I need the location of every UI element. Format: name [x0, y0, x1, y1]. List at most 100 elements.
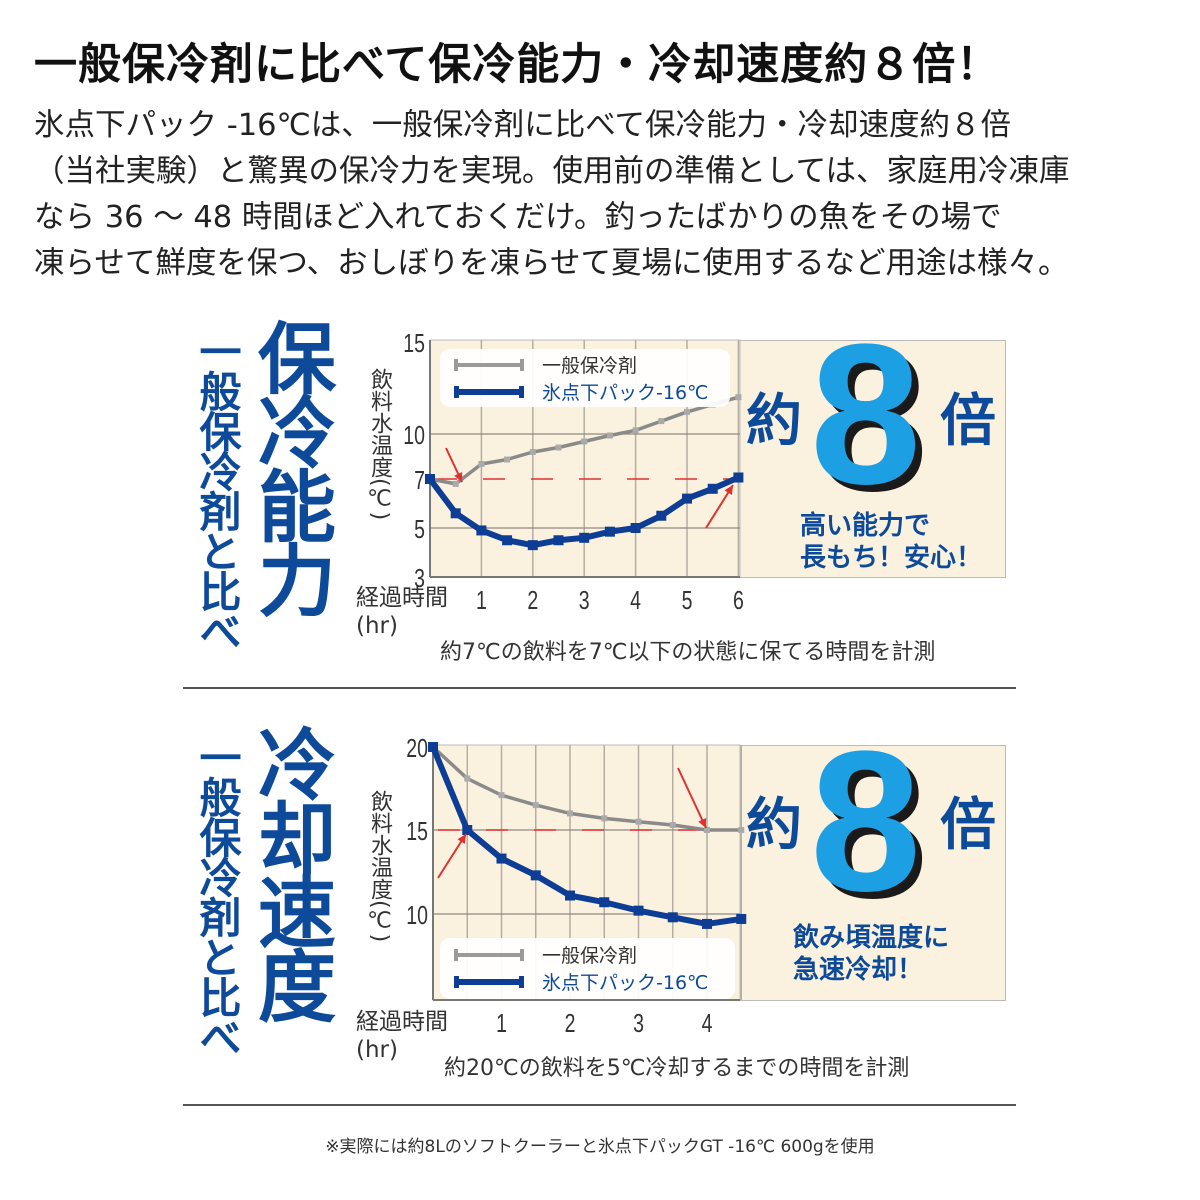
series-general-point: [529, 449, 536, 455]
series-icepack-point: [633, 905, 644, 916]
y-axis-label: 飲料水温度(℃): [367, 368, 392, 521]
badge-suffix: 倍: [940, 389, 996, 454]
series-icepack-line: [430, 745, 742, 927]
y-tick-label: 3: [414, 563, 425, 592]
x-axis-label: 経過時間 (hr): [356, 1008, 448, 1064]
x-axis-label-text: 経過時間: [356, 585, 448, 611]
legend-swatch-gray: [454, 948, 524, 961]
series-icepack-point: [476, 525, 487, 536]
series-icepack-point: [462, 825, 473, 835]
section-title: 冷却速度: [245, 724, 335, 1020]
badge-caption: 高い能力で 長もち！安心！: [800, 510, 982, 574]
description-line: 氷点下パック -16℃は、一般保冷剤に比べて保冷能力・冷却速度約８倍: [34, 108, 1012, 143]
series-icepack-point: [428, 742, 438, 752]
x-tick-label: 3: [633, 1008, 644, 1037]
chart-caption: 約7℃の飲料を7℃以下の状態に保てる時間を計測: [440, 640, 936, 665]
section-title: 保冷能力: [245, 318, 335, 614]
series-icepack-point: [682, 493, 692, 504]
series-general-point: [504, 456, 511, 463]
series-icepack-point: [733, 472, 744, 483]
series-icepack-point: [553, 535, 564, 546]
series-general-point: [464, 775, 471, 782]
x-axis-unit: (hr): [356, 613, 398, 639]
series-general-point: [606, 432, 613, 439]
y-tick-label: 5: [414, 514, 425, 543]
footnote: ※実際には約8Lのソフトクーラーと氷点下パックGT -16℃ 600gを使用: [325, 1137, 875, 1157]
series-icepack-point: [527, 540, 538, 551]
series-general-line: [431, 745, 742, 832]
red-arrow-icon: [677, 767, 707, 829]
badge-caption-line: 長もち！安心！: [800, 543, 983, 573]
legend-label: 一般保冷剤: [542, 945, 638, 967]
chart-legend: 一般保冷剤 氷点下パック-16℃: [440, 938, 735, 999]
legend-label: 一般保冷剤: [542, 355, 638, 377]
legend-label: 氷点下パック-16℃: [542, 972, 709, 994]
series-general-point: [632, 427, 639, 434]
series-icepack-point: [656, 510, 667, 521]
series-icepack-point: [496, 853, 507, 864]
x-axis-unit: (hr): [356, 1037, 398, 1063]
ratio-badge-panel: [738, 745, 1006, 1001]
series-general-point: [704, 827, 710, 833]
red-arrowhead-icon: [457, 834, 466, 844]
x-tick-label: 1: [496, 1008, 507, 1037]
badge-prefix: 約: [746, 389, 802, 454]
series-icepack-point: [502, 535, 513, 546]
series-general-point: [684, 408, 690, 415]
section-subtitle: 一般保冷剤と比べ: [193, 736, 242, 1056]
series-general-point: [601, 815, 608, 822]
badge-number: 8: [810, 303, 922, 526]
series-general-point: [658, 418, 665, 425]
series-icepack-point: [667, 912, 678, 923]
series-general-point: [532, 802, 539, 809]
y-tick-label: 15: [403, 328, 425, 357]
badge-prefix: 約: [746, 793, 802, 858]
description-line: なら 36 ～ 48 時間ほど入れておくだけ。釣ったばかりの魚をその場で: [34, 200, 1002, 235]
legend-swatch-blue: [454, 385, 524, 398]
series-general-point: [635, 818, 642, 825]
red-arrowhead-icon: [698, 818, 707, 828]
series-general-point: [555, 444, 562, 451]
x-tick-label: 4: [702, 1008, 713, 1037]
chart-caption: 約20℃の飲料を5℃冷却するまでの時間を計測: [444, 1056, 910, 1081]
series-general-point: [498, 792, 505, 799]
y-tick-label: 15: [406, 816, 428, 845]
x-tick-label: 6: [733, 585, 744, 614]
x-tick-label: 3: [579, 585, 590, 614]
series-icepack-point: [702, 918, 712, 929]
series-icepack-point: [736, 913, 747, 924]
series-icepack-point: [599, 897, 610, 908]
series-general-point: [735, 394, 742, 401]
series-general-point: [581, 438, 588, 445]
badge-caption-line: 高い能力で: [800, 511, 931, 541]
series-icepack-point: [530, 870, 541, 881]
red-arrowhead-icon: [454, 472, 463, 482]
red-arrowhead-icon: [724, 485, 733, 495]
series-icepack-point: [565, 890, 575, 901]
series-icepack-point: [450, 508, 461, 519]
ratio-badge-panel: [738, 340, 1006, 578]
description-line: 凍らせて鮮度を保つ、おしぼりを凍らせて夏場に使用するなど用途は様々。: [34, 246, 1069, 281]
description-paragraph: 氷点下パック -16℃は、一般保冷剤に比べて保冷能力・冷却速度約８倍 （当社実験…: [34, 103, 1069, 287]
x-tick-label: 1: [476, 585, 487, 614]
chart-legend: 一般保冷剤 氷点下パック-16℃: [440, 349, 730, 407]
series-icepack-point: [425, 474, 435, 484]
y-axis-label: 飲料水温度(℃): [367, 790, 392, 943]
y-tick-label: 10: [406, 900, 428, 929]
x-tick-label: 5: [682, 585, 693, 614]
x-tick-label: 4: [630, 585, 641, 614]
y-tick-label: 10: [403, 420, 425, 449]
legend-label: 氷点下パック-16℃: [542, 382, 709, 404]
x-axis-label-text: 経過時間: [356, 1009, 448, 1035]
x-axis-label: 経過時間 (hr): [356, 584, 448, 640]
section-subtitle: 一般保冷剤と比べ: [193, 330, 242, 650]
description-line: （当社実験）と驚異の保冷力を実現。使用前の準備としては、家庭用冷凍庫: [34, 154, 1070, 189]
series-icepack-point: [604, 526, 615, 537]
series-icepack-point: [579, 532, 590, 543]
page-title: 一般保冷剤に比べて保冷能力・冷却速度約８倍！: [34, 40, 1001, 90]
y-tick-label: 7: [414, 465, 425, 494]
series-general-point: [452, 480, 459, 487]
legend-swatch-blue: [454, 975, 524, 988]
divider: [183, 687, 1016, 689]
